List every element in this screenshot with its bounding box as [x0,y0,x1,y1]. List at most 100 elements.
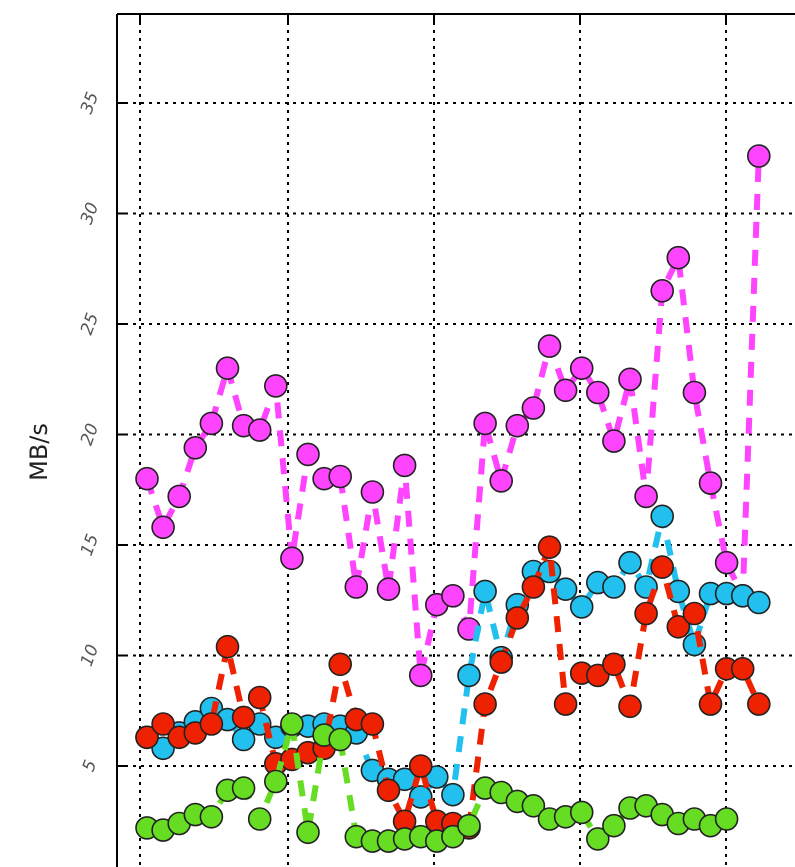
data-point [698,692,723,716]
data-point [746,590,771,615]
data-point [344,575,369,599]
data-point [376,778,401,803]
data-point [602,652,626,677]
data-point [151,712,175,736]
y-axis: 5 10 15 20 25 30 35 [77,89,126,775]
data-point [489,650,514,674]
data-point [247,685,272,710]
data-point [408,663,433,688]
data-point [328,652,353,677]
data-point [505,606,530,630]
data-point [457,663,481,688]
data-point [473,692,497,716]
y-tick-label: 25 [77,310,103,337]
data-point [263,374,288,398]
data-point [714,807,739,831]
data-point [602,429,626,453]
data-point [618,550,642,575]
data-point [457,813,481,838]
data-point [151,515,175,540]
data-point [537,535,562,560]
data-point [650,504,675,529]
data-point [634,484,658,509]
data-point [328,464,353,489]
data-point [569,356,594,381]
data-point [296,442,320,467]
series-group [135,144,771,853]
data-point [183,435,208,460]
grid [117,14,795,867]
data-point [553,378,578,403]
data-point [585,380,610,405]
data-point [135,725,159,750]
data-point [521,793,546,818]
data-point [553,577,578,602]
data-point [199,411,224,436]
data-point [215,356,240,381]
data-point [714,550,739,575]
data-point [215,634,240,659]
data-point [553,692,578,716]
data-point [618,367,642,392]
y-tick-label: 5 [79,757,101,774]
data-point [682,601,707,626]
data-point [634,601,658,626]
data-point [650,278,675,303]
data-point [666,245,691,270]
y-tick-label: 20 [77,421,103,448]
data-point [521,396,546,420]
y-axis-title: MB/s [25,423,53,481]
data-point [376,577,401,602]
data-point [730,656,755,681]
y-tick-label: 10 [77,642,103,669]
data-point [585,663,610,688]
data-point [441,824,465,849]
data-point [263,769,288,794]
data-point [746,144,771,168]
data-point [408,754,433,778]
data-point [489,469,514,493]
data-point [151,736,175,761]
data-point [231,776,256,800]
data-point [408,785,433,809]
data-point [199,712,224,736]
data-point [280,712,304,736]
data-point [666,614,691,639]
data-point [585,827,610,851]
data-point [602,813,626,838]
data-point [473,411,497,436]
data-point [521,575,546,599]
data-point [392,453,417,478]
data-point [328,727,353,752]
series-0 [135,144,771,688]
data-point [650,555,675,579]
data-point [360,712,385,736]
data-point [537,334,562,358]
data-point [247,807,272,831]
data-point [135,466,159,491]
data-point [360,480,385,504]
data-point [473,579,497,604]
data-point [247,418,272,442]
plot-frame [116,13,795,867]
y-tick-label: 15 [77,531,103,558]
data-point [441,782,465,807]
data-point [280,546,304,571]
y-tick-label: 30 [77,200,103,227]
y-tick-label: 35 [77,89,103,116]
data-point [698,471,723,495]
data-point [569,800,594,825]
data-point [505,413,530,438]
data-point [682,380,707,405]
data-point [296,820,320,845]
data-point [167,484,191,509]
data-point [602,575,626,599]
data-point [618,694,642,719]
data-point [746,692,771,716]
data-point [199,804,224,829]
data-point [231,705,256,730]
data-point [569,595,594,619]
series-3 [135,712,739,853]
data-point [441,583,465,608]
